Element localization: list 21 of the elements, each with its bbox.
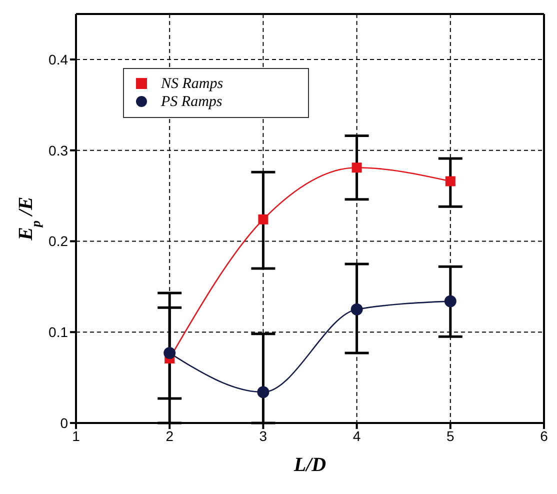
x-tick-label: 2: [166, 428, 174, 444]
x-axis-title: L/D: [292, 454, 326, 476]
x-tick-label: 5: [446, 428, 454, 444]
legend-label: NS Ramps: [161, 76, 224, 92]
point: [350, 303, 363, 316]
y-tick-label: 0.2: [48, 233, 68, 250]
y-tick-label: 0: [60, 414, 68, 431]
point: [258, 214, 268, 224]
legend-label: PS Ramps: [161, 94, 222, 110]
y-tick-label: 0.3: [48, 142, 68, 158]
y-tick-label: 0.4: [48, 51, 68, 68]
point: [164, 347, 176, 360]
x-tick-label: 4: [352, 428, 361, 444]
y-tick-label: 0.1: [48, 324, 68, 340]
point: [444, 295, 456, 308]
point: [257, 386, 270, 398]
x-tick-label: 6: [540, 428, 548, 444]
point: [445, 176, 456, 186]
point: [352, 162, 362, 173]
x-tick-label: 1: [72, 428, 80, 444]
x-tick-label: 3: [259, 428, 268, 444]
